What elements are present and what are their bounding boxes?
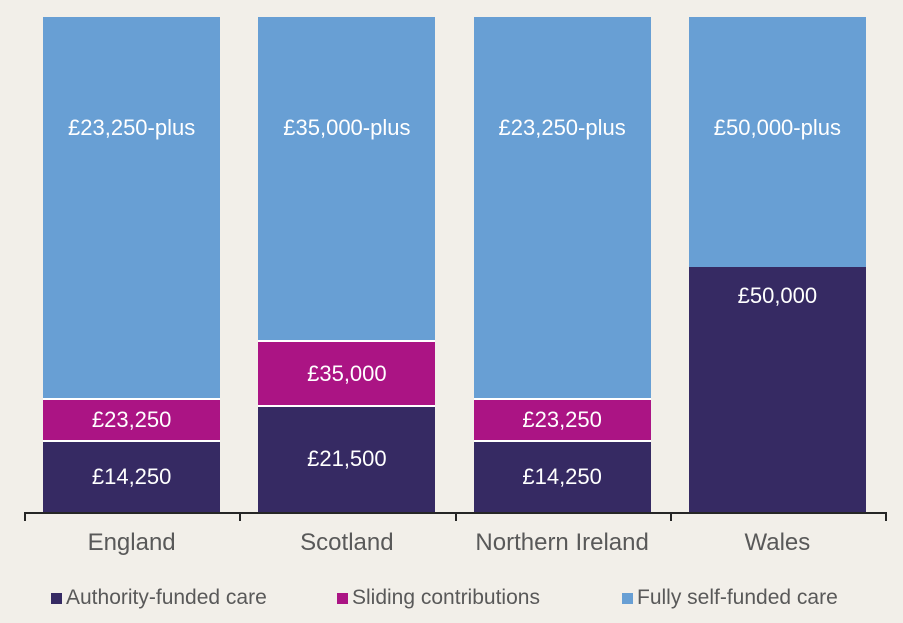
legend-label: Fully self-funded care <box>637 586 838 609</box>
segment-authority-funded-care-wales: £50,000 <box>688 266 866 512</box>
bar-value-label: £23,250-plus <box>498 115 626 140</box>
bar-value-label: £23,250 <box>91 407 172 433</box>
x-axis-tick <box>669 512 672 521</box>
segment-authority-funded-care-northern-ireland: £14,250 <box>473 442 651 512</box>
bar-wales: £50,000-plus £50,000 <box>688 17 866 512</box>
bar-value-label: £21,500 <box>307 446 387 472</box>
legend-item-authority-funded-care: Authority-funded care <box>51 586 267 609</box>
bar-value-label: £14,250 <box>522 464 602 490</box>
legend-item-sliding-contributions: Sliding contributions <box>337 586 540 609</box>
legend-swatch-icon <box>51 592 62 604</box>
x-axis-tick <box>24 512 26 521</box>
segment-fully-self-funded-care-england: £23,250-plus <box>43 17 221 399</box>
bar-value-label: £35,000-plus <box>283 115 411 140</box>
segment-fully-self-funded-care-scotland: £35,000-plus <box>258 17 436 341</box>
bar-value-label: £14,250 <box>91 464 172 490</box>
x-axis-tick <box>454 512 457 521</box>
x-axis-label-northern-ireland: Northern Ireland <box>475 529 649 556</box>
segment-sliding-contributions-scotland: £35,000 <box>258 340 436 407</box>
bar-value-label: £35,000 <box>307 360 387 386</box>
bar-northern-ireland: £23,250-plus £23,250 £14,250 <box>473 17 651 512</box>
legend-label: Sliding contributions <box>352 586 540 609</box>
x-axis-tick <box>239 512 242 521</box>
segment-fully-self-funded-care-northern-ireland: £23,250-plus <box>473 17 651 399</box>
bar-england: £23,250-plus £23,250 £14,250 <box>43 17 221 512</box>
segment-authority-funded-care-england: £14,250 <box>43 442 221 512</box>
bar-value-label: £50,000 <box>737 282 818 308</box>
x-axis-label-england: England <box>87 529 176 556</box>
bar-value-label: £50,000-plus <box>713 115 841 140</box>
segment-fully-self-funded-care-wales: £50,000-plus <box>688 17 866 267</box>
bar-scotland: £35,000-plus £35,000 £21,500 <box>258 17 436 512</box>
x-axis-label-scotland: Scotland <box>300 529 394 556</box>
segment-sliding-contributions-england: £23,250 <box>43 398 221 443</box>
legend-swatch-icon <box>337 592 348 604</box>
legend-item-fully-self-funded-care: Fully self-funded care <box>622 586 838 609</box>
x-axis-tick <box>885 512 887 521</box>
bar-value-label: £23,250 <box>522 407 602 433</box>
bar-value-label: £23,250-plus <box>68 115 196 140</box>
x-axis-label-wales: Wales <box>744 529 811 556</box>
legend-label: Authority-funded care <box>66 586 267 609</box>
segment-sliding-contributions-northern-ireland: £23,250 <box>473 398 651 443</box>
legend-swatch-icon <box>622 592 633 604</box>
segment-authority-funded-care-scotland: £21,500 <box>258 406 436 512</box>
